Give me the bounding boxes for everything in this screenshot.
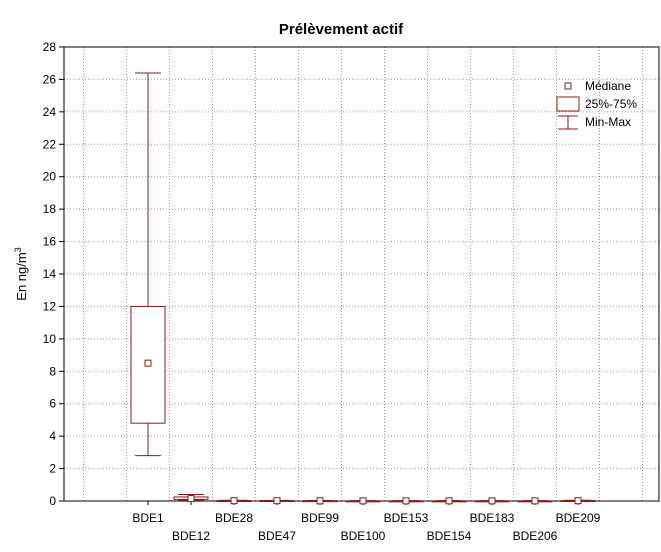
median-marker	[359, 497, 367, 505]
x-tick-label: BDE209	[556, 511, 601, 525]
median-marker	[144, 359, 152, 367]
chart-title: Prélèvement actif	[279, 21, 404, 38]
legend-median-label: Médiane	[585, 79, 631, 93]
box-bde1	[130, 72, 166, 457]
median-marker	[488, 497, 496, 505]
x-tick-label: BDE1	[132, 511, 164, 525]
box-bde28	[216, 497, 252, 505]
legend-whisker-label: Min-Max	[585, 115, 631, 129]
x-tick-label: BDE153	[384, 511, 429, 525]
y-tick-label: 22	[43, 137, 57, 151]
box-bde153	[388, 497, 424, 505]
x-tick-label: BDE47	[258, 529, 296, 543]
y-axis-label-superscript: 3	[13, 247, 23, 252]
y-tick-label: 18	[43, 202, 57, 216]
iqr-box	[130, 305, 166, 424]
x-tick-label: BDE28	[215, 511, 253, 525]
y-tick-label: 24	[43, 105, 57, 119]
median-marker	[187, 495, 195, 503]
y-tick-label: 8	[49, 364, 56, 378]
legend-whisker-marker	[558, 115, 578, 130]
box-bde99	[302, 497, 338, 505]
y-tick-label: 16	[43, 235, 57, 249]
y-tick-label: 20	[43, 170, 57, 184]
y-tick-label: 12	[43, 299, 57, 313]
box-bde183	[474, 497, 510, 505]
legend-box-marker	[556, 96, 580, 112]
legend: Médiane 25%-75% Min-Max	[556, 79, 637, 130]
box-bde154	[431, 497, 467, 505]
x-tick-label: BDE12	[172, 529, 210, 543]
x-tick-label: BDE183	[470, 511, 515, 525]
median-marker	[230, 497, 238, 505]
legend-median-marker	[564, 82, 572, 90]
y-tick-label: 28	[43, 40, 57, 54]
box-series	[130, 72, 596, 505]
median-marker	[402, 497, 410, 505]
y-axis-label-main: En ng/m	[14, 252, 29, 300]
median-marker	[574, 497, 582, 505]
median-marker	[316, 497, 324, 505]
y-tick-label: 26	[43, 72, 57, 86]
y-tick-label: 2	[49, 462, 56, 476]
y-tick-label: 14	[43, 267, 57, 281]
median-marker	[273, 497, 281, 505]
box-bde47	[259, 497, 295, 505]
y-tick-label: 4	[49, 429, 56, 443]
x-tick-label: BDE99	[301, 511, 339, 525]
y-tick-label: 0	[49, 494, 56, 508]
gridlines	[64, 47, 659, 501]
box-bde100	[345, 497, 381, 505]
x-tick-label: BDE100	[341, 529, 386, 543]
y-axis-label: En ng/m3	[13, 247, 29, 300]
median-marker	[445, 497, 453, 505]
box-bde209	[560, 497, 596, 505]
box-bde206	[517, 497, 553, 505]
box-bde12	[173, 494, 209, 503]
legend-box-label: 25%-75%	[585, 97, 637, 111]
x-tick-label: BDE154	[427, 529, 472, 543]
x-tick-label: BDE206	[513, 529, 558, 543]
y-tick-label: 10	[43, 332, 57, 346]
y-tick-label: 6	[49, 397, 56, 411]
median-marker	[531, 497, 539, 505]
